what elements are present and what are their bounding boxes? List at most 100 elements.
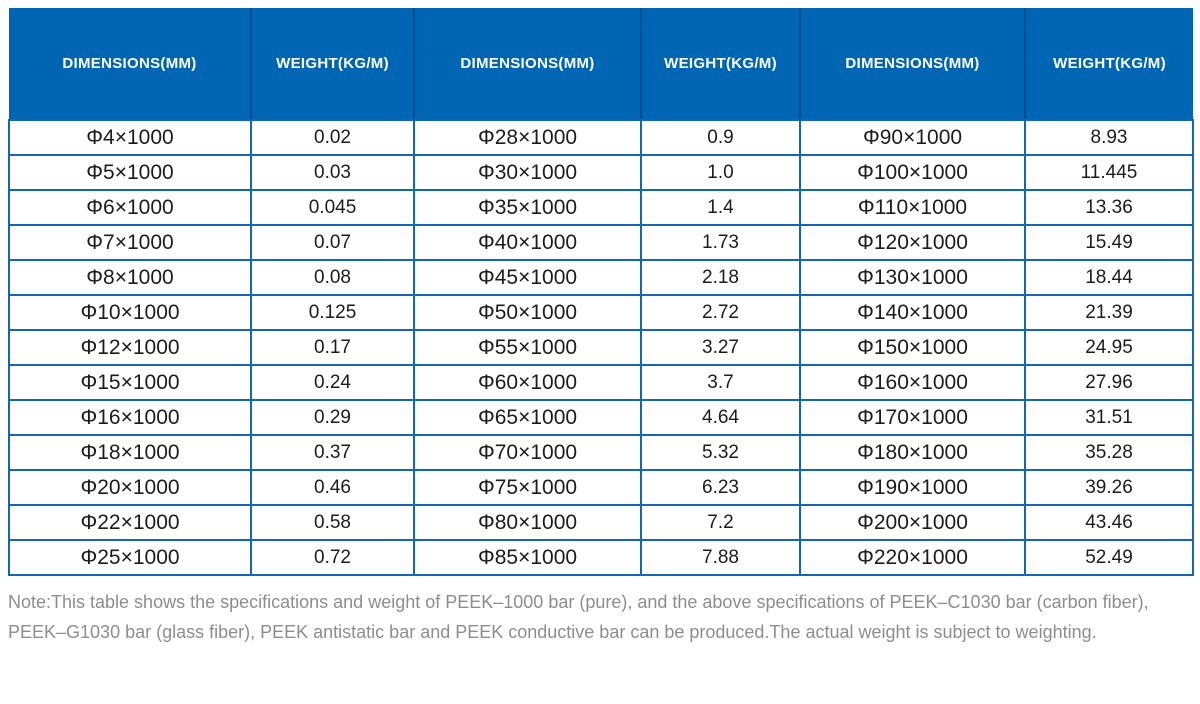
dimension-cell: Φ10×1000	[8, 294, 252, 331]
weight-cell: 0.29	[250, 399, 415, 436]
dimension-cell: Φ16×1000	[8, 399, 252, 436]
dimension-cell: Φ140×1000	[799, 294, 1026, 331]
weight-cell: 0.17	[250, 329, 415, 366]
weight-cell: 0.24	[250, 364, 415, 401]
dimension-cell: Φ190×1000	[799, 469, 1026, 506]
dimension-cell: Φ4×1000	[8, 119, 252, 156]
dimension-cell: Φ85×1000	[413, 539, 642, 576]
table-row: Φ7×1000 0.07 Φ40×1000 1.73 Φ120×1000 15.49	[8, 224, 1194, 261]
weight-cell: 18.44	[1024, 259, 1194, 296]
weight-cell: 1.73	[640, 224, 801, 261]
dimension-cell: Φ150×1000	[799, 329, 1026, 366]
weight-cell: 27.96	[1024, 364, 1194, 401]
weight-cell: 21.39	[1024, 294, 1194, 331]
dimension-cell: Φ55×1000	[413, 329, 642, 366]
header-row: DIMENSIONS(MM) WEIGHT(KG/M) DIMENSIONS(M…	[9, 8, 1193, 121]
dimension-cell: Φ40×1000	[413, 224, 642, 261]
table-row: Φ12×1000 0.17 Φ55×1000 3.27 Φ150×1000 24.95	[8, 329, 1194, 366]
dimension-cell: Φ28×1000	[413, 119, 642, 156]
dimension-cell: Φ90×1000	[799, 119, 1026, 156]
dimension-cell: Φ75×1000	[413, 469, 642, 506]
weight-cell: 5.32	[640, 434, 801, 471]
dimension-cell: Φ200×1000	[799, 504, 1026, 541]
weight-cell: 3.27	[640, 329, 801, 366]
dimension-cell: Φ70×1000	[413, 434, 642, 471]
weight-cell: 0.08	[250, 259, 415, 296]
note-text: Note:This table shows the specifications…	[8, 592, 1149, 642]
table-row: Φ18×1000 0.37 Φ70×1000 5.32 Φ180×1000 35.28	[8, 434, 1194, 471]
column-header-dimensions: DIMENSIONS(MM)	[9, 8, 251, 121]
weight-cell: 4.64	[640, 399, 801, 436]
weight-cell: 7.88	[640, 539, 801, 576]
table-row: Φ6×1000 0.045 Φ35×1000 1.4 Φ110×1000 13.36	[8, 189, 1194, 226]
weight-cell: 39.26	[1024, 469, 1194, 506]
page: DIMENSIONS(MM) WEIGHT(KG/M) DIMENSIONS(M…	[8, 8, 1194, 642]
table-row: Φ15×1000 0.24 Φ60×1000 3.7 Φ160×1000 27.96	[8, 364, 1194, 401]
dimension-cell: Φ180×1000	[799, 434, 1026, 471]
table-row: Φ20×1000 0.46 Φ75×1000 6.23 Φ190×1000 39.26	[8, 469, 1194, 506]
dimension-cell: Φ130×1000	[799, 259, 1026, 296]
spec-table-body: Φ4×1000 0.02 Φ28×1000 0.9 Φ90×1000 8.93 Φ5×100…	[8, 119, 1194, 576]
weight-cell: 24.95	[1024, 329, 1194, 366]
dimension-cell: Φ35×1000	[413, 189, 642, 226]
weight-cell: 0.9	[640, 119, 801, 156]
column-header-dimensions: DIMENSIONS(MM)	[413, 8, 641, 121]
table-row: Φ10×1000 0.125 Φ50×1000 2.72 Φ140×1000 21.39	[8, 294, 1194, 331]
dimension-cell: Φ60×1000	[413, 364, 642, 401]
dimension-cell: Φ5×1000	[8, 154, 252, 191]
dimension-cell: Φ65×1000	[413, 399, 642, 436]
dimension-cell: Φ8×1000	[8, 259, 252, 296]
weight-cell: 31.51	[1024, 399, 1194, 436]
weight-cell: 0.02	[250, 119, 415, 156]
dimension-cell: Φ220×1000	[799, 539, 1026, 576]
dimension-cell: Φ170×1000	[799, 399, 1026, 436]
dimension-cell: Φ12×1000	[8, 329, 252, 366]
weight-cell: 1.4	[640, 189, 801, 226]
weight-cell: 15.49	[1024, 224, 1194, 261]
weight-cell: 6.23	[640, 469, 801, 506]
weight-cell: 35.28	[1024, 434, 1194, 471]
weight-cell: 0.58	[250, 504, 415, 541]
column-header-weight: WEIGHT(KG/M)	[1024, 8, 1193, 121]
weight-cell: 1.0	[640, 154, 801, 191]
weight-cell: 52.49	[1024, 539, 1194, 576]
dimension-cell: Φ22×1000	[8, 504, 252, 541]
weight-cell: 13.36	[1024, 189, 1194, 226]
weight-cell: 7.2	[640, 504, 801, 541]
dimension-cell: Φ7×1000	[8, 224, 252, 261]
weight-cell: 3.7	[640, 364, 801, 401]
weight-cell: 0.46	[250, 469, 415, 506]
dimension-cell: Φ45×1000	[413, 259, 642, 296]
dimension-cell: Φ160×1000	[799, 364, 1026, 401]
weight-cell: 0.72	[250, 539, 415, 576]
table-row: Φ16×1000 0.29 Φ65×1000 4.64 Φ170×1000 31.51	[8, 399, 1194, 436]
column-header-weight: WEIGHT(KG/M)	[250, 8, 414, 121]
dimension-cell: Φ100×1000	[799, 154, 1026, 191]
dimension-cell: Φ15×1000	[8, 364, 252, 401]
dimension-cell: Φ80×1000	[413, 504, 642, 541]
dimension-cell: Φ20×1000	[8, 469, 252, 506]
dimension-cell: Φ50×1000	[413, 294, 642, 331]
weight-cell: 11.445	[1024, 154, 1194, 191]
weight-cell: 0.045	[250, 189, 415, 226]
weight-cell: 0.37	[250, 434, 415, 471]
weight-cell: 43.46	[1024, 504, 1194, 541]
weight-cell: 2.72	[640, 294, 801, 331]
dimension-cell: Φ120×1000	[799, 224, 1026, 261]
dimension-cell: Φ30×1000	[413, 154, 642, 191]
column-header-dimensions: DIMENSIONS(MM)	[799, 8, 1025, 121]
dimension-cell: Φ110×1000	[799, 189, 1026, 226]
spec-table: DIMENSIONS(MM) WEIGHT(KG/M) DIMENSIONS(M…	[8, 8, 1194, 576]
weight-cell: 0.125	[250, 294, 415, 331]
table-row: Φ25×1000 0.72 Φ85×1000 7.88 Φ220×1000 52.49	[8, 539, 1194, 576]
column-header-weight: WEIGHT(KG/M)	[640, 8, 800, 121]
spec-table-header: DIMENSIONS(MM) WEIGHT(KG/M) DIMENSIONS(M…	[9, 8, 1193, 121]
table-row: Φ5×1000 0.03 Φ30×1000 1.0 Φ100×1000 11.445	[8, 154, 1194, 191]
weight-cell: 2.18	[640, 259, 801, 296]
table-row: Φ4×1000 0.02 Φ28×1000 0.9 Φ90×1000 8.93	[8, 119, 1194, 156]
weight-cell: 0.07	[250, 224, 415, 261]
weight-cell: 0.03	[250, 154, 415, 191]
dimension-cell: Φ18×1000	[8, 434, 252, 471]
dimension-cell: Φ25×1000	[8, 539, 252, 576]
weight-cell: 8.93	[1024, 119, 1194, 156]
